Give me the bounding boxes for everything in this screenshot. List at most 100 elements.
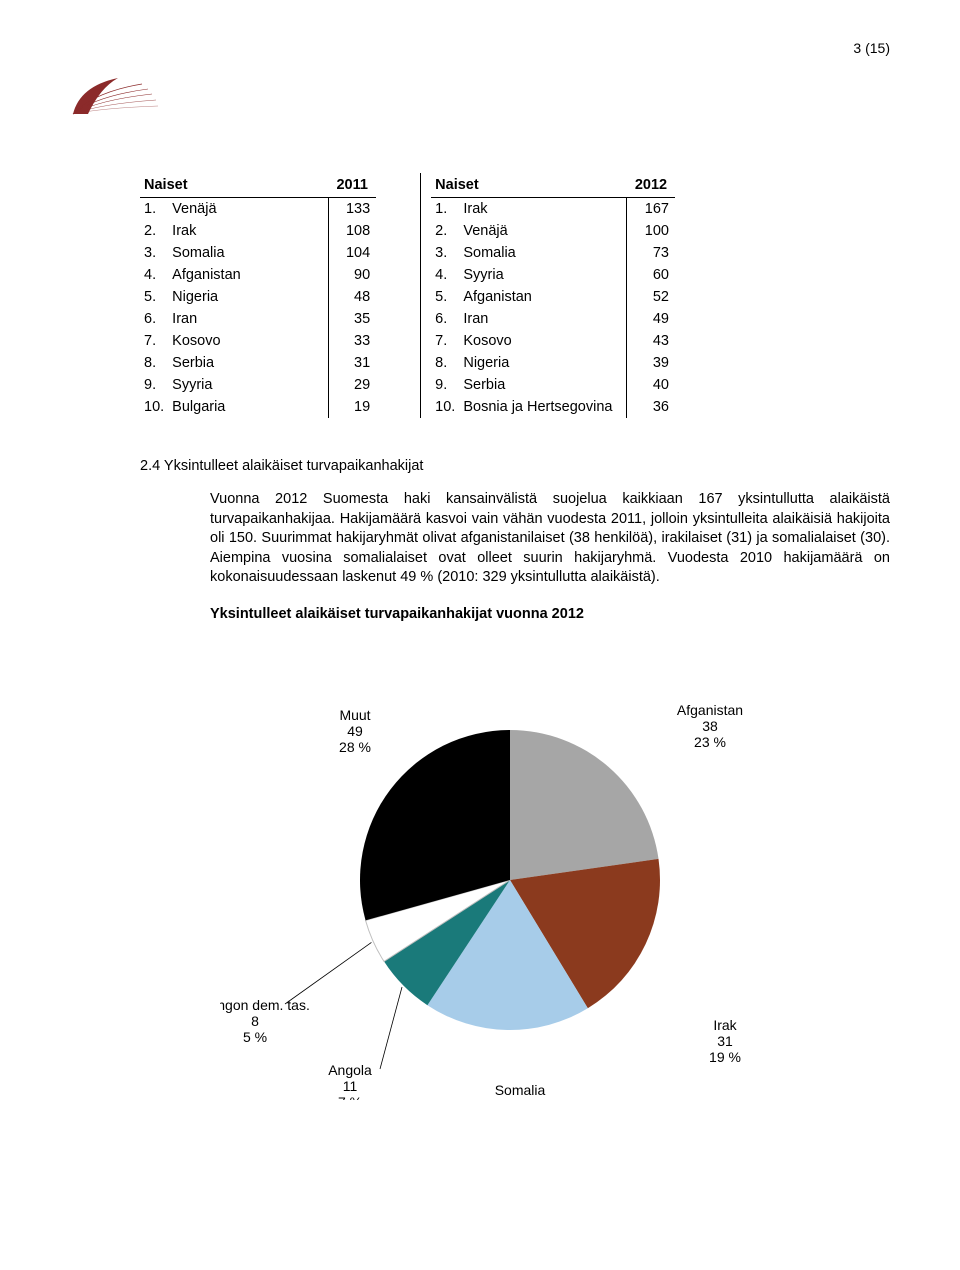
name-cell: Bulgaria — [168, 396, 328, 418]
value-cell: 167 — [627, 198, 675, 221]
name-cell: Venäjä — [459, 220, 627, 242]
table-row: 6.Iran35 — [140, 308, 376, 330]
value-cell: 90 — [328, 264, 376, 286]
value-cell: 36 — [627, 396, 675, 418]
rank-cell: 2. — [140, 220, 168, 242]
table-row: 4.Syyria60 — [431, 264, 675, 286]
pie-label: Kongon dem. tas.85 % — [220, 997, 310, 1045]
value-cell: 39 — [627, 352, 675, 374]
name-cell: Syyria — [459, 264, 627, 286]
name-cell: Somalia — [168, 242, 328, 264]
table-row: 9.Serbia40 — [431, 374, 675, 396]
table-right: Naiset 2012 1.Irak1672.Venäjä1003.Somali… — [420, 173, 675, 418]
value-cell: 133 — [328, 198, 376, 221]
rank-cell: 6. — [431, 308, 459, 330]
name-cell: Syyria — [168, 374, 328, 396]
table-row: 1.Venäjä133 — [140, 198, 376, 221]
leader-line — [380, 987, 402, 1069]
table-left: Naiset 2011 1.Venäjä1332.Irak1083.Somali… — [140, 173, 376, 418]
table-left-header-label: Naiset — [140, 173, 328, 198]
name-cell: Afganistan — [168, 264, 328, 286]
value-cell: 73 — [627, 242, 675, 264]
value-cell: 29 — [328, 374, 376, 396]
table-row: 7.Kosovo33 — [140, 330, 376, 352]
table-row: 9.Syyria29 — [140, 374, 376, 396]
rank-cell: 6. — [140, 308, 168, 330]
table-row: 7.Kosovo43 — [431, 330, 675, 352]
rank-cell: 2. — [431, 220, 459, 242]
table-row: 8.Serbia31 — [140, 352, 376, 374]
rank-cell: 5. — [431, 286, 459, 308]
value-cell: 108 — [328, 220, 376, 242]
name-cell: Kosovo — [459, 330, 627, 352]
value-cell: 48 — [328, 286, 376, 308]
value-cell: 31 — [328, 352, 376, 374]
name-cell: Serbia — [168, 352, 328, 374]
name-cell: Bosnia ja Hertsegovina — [459, 396, 627, 418]
name-cell: Iran — [459, 308, 627, 330]
rank-cell: 1. — [140, 198, 168, 221]
value-cell: 35 — [328, 308, 376, 330]
rank-cell: 7. — [140, 330, 168, 352]
table-row: 10.Bulgaria19 — [140, 396, 376, 418]
value-cell: 40 — [627, 374, 675, 396]
pie-label: Somalia3018 % — [495, 1082, 546, 1100]
logo — [70, 74, 890, 123]
table-row: 6.Iran49 — [431, 308, 675, 330]
table-right-header-year: 2012 — [627, 173, 675, 198]
table-left-header-year: 2011 — [328, 173, 376, 198]
rank-cell: 10. — [140, 396, 168, 418]
rank-cell: 4. — [140, 264, 168, 286]
table-row: 5.Afganistan52 — [431, 286, 675, 308]
rank-cell: 9. — [431, 374, 459, 396]
rank-cell: 1. — [431, 198, 459, 221]
pie-slice — [510, 730, 659, 880]
value-cell: 49 — [627, 308, 675, 330]
rank-cell: 4. — [431, 264, 459, 286]
page-number: 3 (15) — [70, 40, 890, 56]
name-cell: Kosovo — [168, 330, 328, 352]
pie-label: Muut4928 % — [339, 707, 371, 755]
name-cell: Venäjä — [168, 198, 328, 221]
value-cell: 104 — [328, 242, 376, 264]
table-row: 3.Somalia73 — [431, 242, 675, 264]
rank-cell: 3. — [140, 242, 168, 264]
table-row: 2.Irak108 — [140, 220, 376, 242]
table-row: 8.Nigeria39 — [431, 352, 675, 374]
rank-cell: 3. — [431, 242, 459, 264]
name-cell: Somalia — [459, 242, 627, 264]
name-cell: Nigeria — [168, 286, 328, 308]
value-cell: 60 — [627, 264, 675, 286]
value-cell: 43 — [627, 330, 675, 352]
name-cell: Nigeria — [459, 352, 627, 374]
table-row: 1.Irak167 — [431, 198, 675, 221]
value-cell: 33 — [328, 330, 376, 352]
table-row: 2.Venäjä100 — [431, 220, 675, 242]
pie-label: Afganistan3823 % — [677, 702, 743, 750]
rank-cell: 9. — [140, 374, 168, 396]
section-heading: 2.4 Yksintulleet alaikäiset turvapaikanh… — [70, 458, 890, 474]
pie-chart: Afganistan3823 % Irak3119 % Somalia3018 % A… — [70, 640, 890, 1100]
value-cell: 100 — [627, 220, 675, 242]
rank-cell: 10. — [431, 396, 459, 418]
chart-heading: Yksintulleet alaikäiset turvapaikanhakij… — [70, 606, 890, 622]
pie-label: Angola117 % — [328, 1062, 372, 1100]
name-cell: Serbia — [459, 374, 627, 396]
rank-cell: 7. — [431, 330, 459, 352]
table-row: 4.Afganistan90 — [140, 264, 376, 286]
name-cell: Irak — [459, 198, 627, 221]
table-row: 3.Somalia104 — [140, 242, 376, 264]
name-cell: Afganistan — [459, 286, 627, 308]
rank-cell: 5. — [140, 286, 168, 308]
pie-label: Irak3119 % — [709, 1017, 741, 1065]
tables-row: Naiset 2011 1.Venäjä1332.Irak1083.Somali… — [70, 173, 890, 418]
table-row: 5.Nigeria48 — [140, 286, 376, 308]
leader-line — [285, 942, 371, 1004]
name-cell: Irak — [168, 220, 328, 242]
value-cell: 52 — [627, 286, 675, 308]
rank-cell: 8. — [431, 352, 459, 374]
paragraph-1: Vuonna 2012 Suomesta haki kansainvälistä… — [70, 490, 890, 588]
rank-cell: 8. — [140, 352, 168, 374]
table-row: 10.Bosnia ja Hertsegovina36 — [431, 396, 675, 418]
table-right-header-label: Naiset — [431, 173, 627, 198]
